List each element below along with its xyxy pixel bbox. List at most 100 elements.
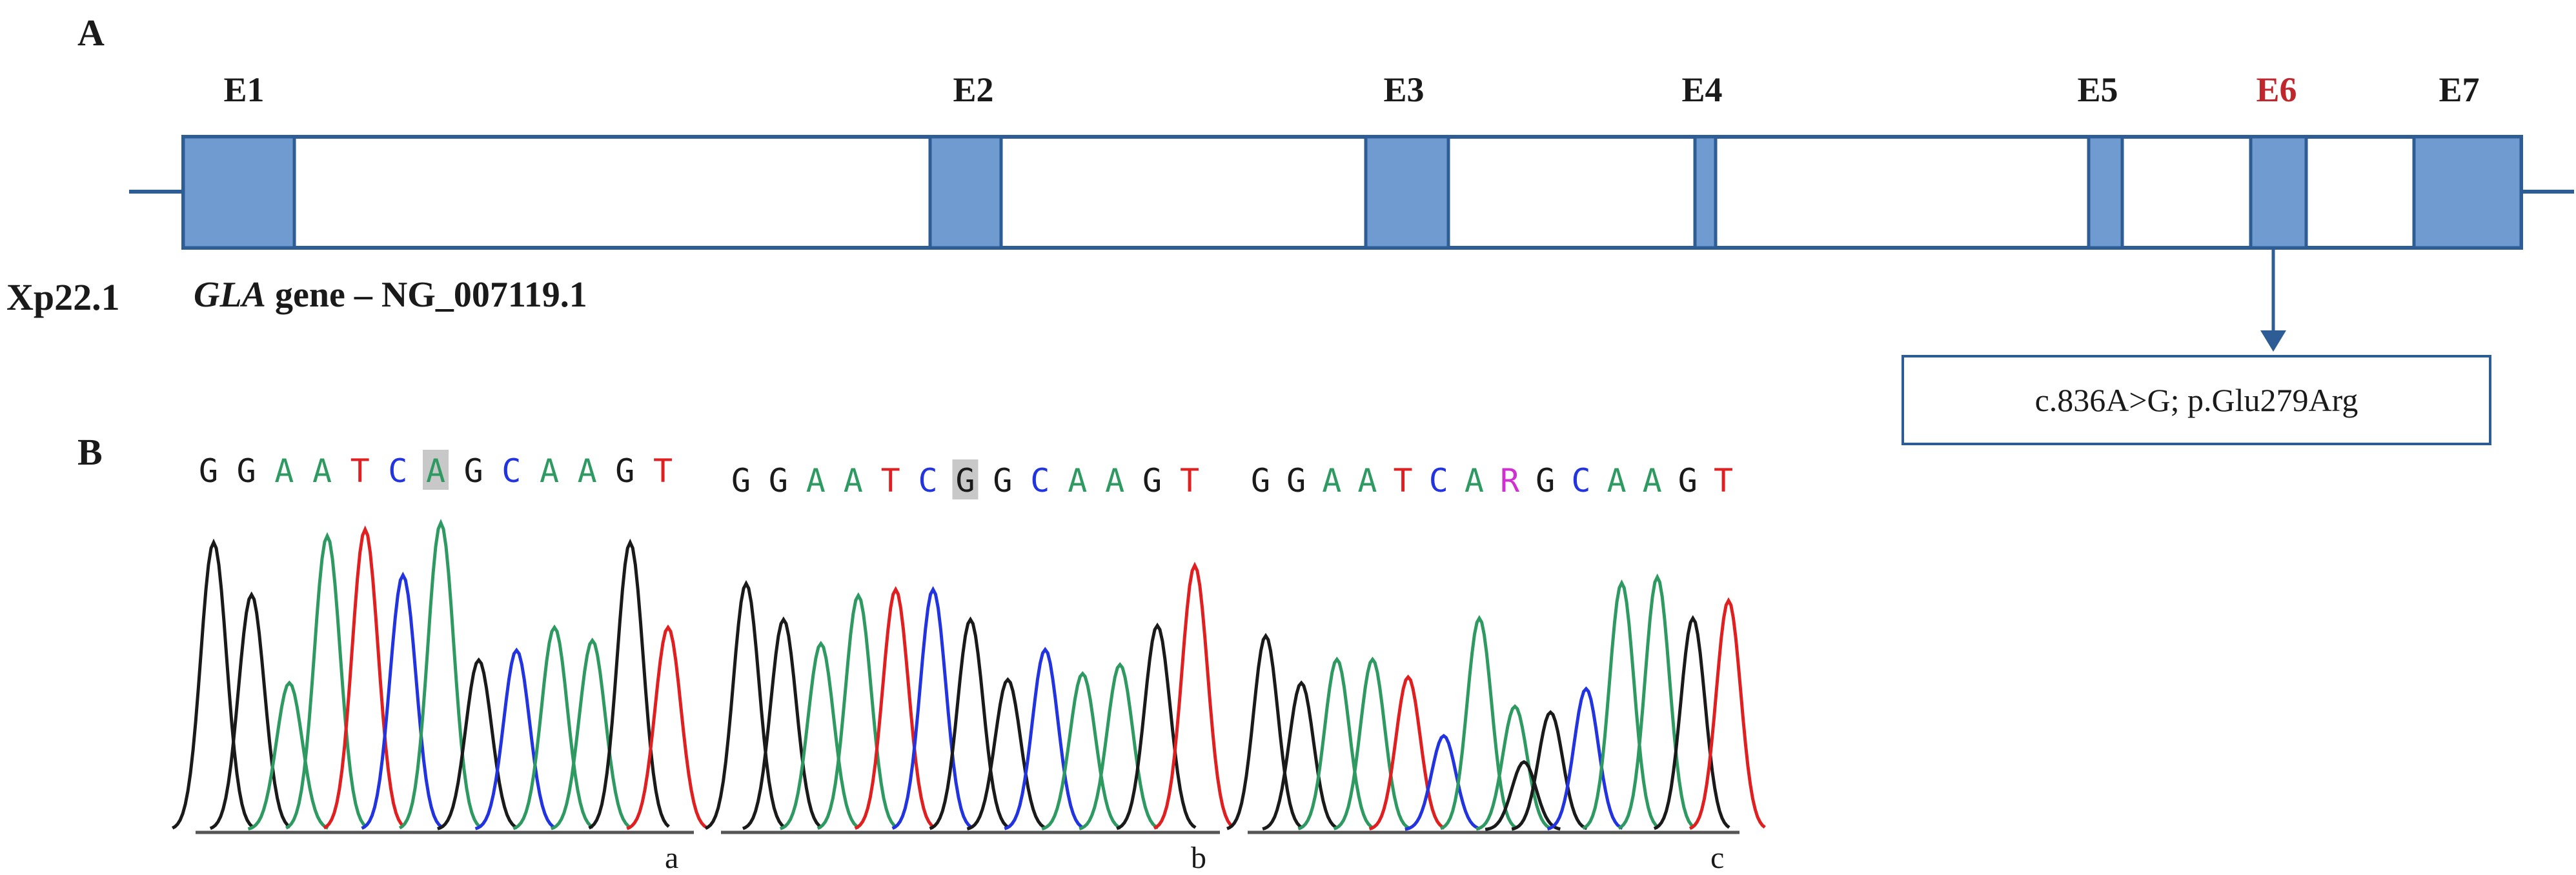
base-letter: G bbox=[1678, 462, 1698, 499]
highlighted-base-box bbox=[952, 459, 979, 499]
base-letter: T bbox=[881, 462, 900, 499]
exon-1 bbox=[181, 135, 296, 250]
trace-peak bbox=[1079, 661, 1159, 830]
trace-peak bbox=[1262, 680, 1339, 831]
trace-peak bbox=[854, 586, 935, 830]
trace-peak bbox=[247, 680, 329, 831]
base-letter: A bbox=[578, 452, 597, 490]
exon-7 bbox=[2412, 135, 2523, 250]
trace-peak bbox=[1405, 734, 1481, 831]
base-letter: T bbox=[350, 452, 370, 490]
base-letter: A bbox=[1357, 462, 1377, 499]
chromatogram-label: a bbox=[665, 841, 678, 875]
trace-peak bbox=[361, 571, 443, 830]
trace-peak bbox=[1041, 670, 1122, 830]
trace-peak bbox=[512, 624, 594, 830]
chromatogram-label: b bbox=[1191, 841, 1206, 875]
base-letter: C bbox=[1571, 462, 1590, 499]
base-letter: T bbox=[1180, 462, 1199, 499]
trace-peak bbox=[550, 638, 632, 830]
trace-peak bbox=[588, 538, 670, 830]
base-letter: A bbox=[312, 452, 332, 490]
trace-peak bbox=[966, 677, 1047, 830]
base-letter: T bbox=[1714, 462, 1733, 499]
trace-peak bbox=[1476, 704, 1552, 831]
exon-label-1: E1 bbox=[223, 70, 264, 109]
trace-peak bbox=[1116, 622, 1197, 830]
mutation-arrow-head bbox=[2260, 330, 2286, 352]
exon-label-4: E4 bbox=[1681, 70, 1722, 109]
trace-peak bbox=[704, 579, 786, 830]
trace-peak bbox=[1547, 686, 1623, 831]
trace-peak bbox=[209, 591, 292, 830]
trace-peak bbox=[1485, 759, 1561, 831]
base-letter: A bbox=[1068, 462, 1087, 499]
base-letter: C bbox=[1030, 462, 1050, 499]
base-letter: A bbox=[806, 462, 826, 499]
base-letter: A bbox=[1322, 462, 1341, 499]
base-letter: G bbox=[464, 452, 483, 490]
base-letter: G bbox=[955, 462, 975, 499]
highlighted-base-box bbox=[423, 450, 449, 490]
locus-label: Xp22.1 bbox=[6, 276, 120, 318]
exon-label-6: E6 bbox=[2256, 70, 2297, 109]
trace-peak bbox=[323, 525, 405, 830]
base-letter: R bbox=[1500, 462, 1520, 499]
trace-peak bbox=[929, 616, 1010, 830]
base-letter: T bbox=[1394, 462, 1413, 499]
base-letter: G bbox=[237, 452, 256, 490]
trace-peak bbox=[437, 657, 518, 830]
chromatogram-c: G G A A T C A R G C A A G Tc bbox=[1226, 462, 1766, 875]
trace-peak bbox=[285, 532, 367, 830]
base-letter: T bbox=[653, 452, 673, 490]
base-letter: A bbox=[1465, 462, 1484, 499]
base-letter: G bbox=[1286, 462, 1306, 499]
base-letter: A bbox=[1607, 462, 1626, 499]
exon-5 bbox=[2087, 135, 2124, 250]
gene-name: GLA bbox=[194, 275, 266, 315]
chromatogram-b: G G A A T C G G C A A G Tb bbox=[704, 459, 1234, 875]
base-letter: G bbox=[731, 462, 751, 499]
base-letter: G bbox=[1142, 462, 1162, 499]
exon-2 bbox=[928, 135, 1003, 250]
trace-peak bbox=[1153, 561, 1234, 830]
trace-peak bbox=[1333, 656, 1410, 830]
trace-peak bbox=[1439, 615, 1517, 830]
base-letter: A bbox=[274, 452, 294, 490]
chromatogram-label: c bbox=[1710, 841, 1724, 875]
exon-3 bbox=[1364, 135, 1450, 250]
gene-accession: gene – NG_007119.1 bbox=[266, 275, 587, 315]
base-letter: A bbox=[1105, 462, 1124, 499]
trace-peak bbox=[779, 641, 860, 830]
gene-title: GLA gene – NG_007119.1 bbox=[194, 275, 587, 315]
base-letter: C bbox=[1429, 462, 1448, 499]
base-letter: C bbox=[388, 452, 407, 490]
base-letter: A bbox=[844, 462, 863, 499]
trace-peak bbox=[891, 586, 973, 830]
panel-label-b: B bbox=[77, 431, 103, 473]
trace-peak bbox=[626, 624, 708, 830]
trace-peak bbox=[474, 647, 556, 830]
base-letter: G bbox=[615, 452, 634, 490]
mutation-box bbox=[1902, 355, 2491, 445]
trace-peak bbox=[171, 538, 254, 830]
gene-diagram: E1 E2 E3 E4 E5 E6 E7 bbox=[129, 70, 2574, 250]
trace-peak bbox=[1653, 615, 1730, 830]
exon-4 bbox=[1693, 135, 1718, 250]
base-letter: A bbox=[540, 452, 559, 490]
trace-peak bbox=[1297, 656, 1374, 830]
mutation-label: c.836A>G; p.Glu279Arg bbox=[2035, 382, 2358, 418]
exon-6 bbox=[2249, 135, 2308, 250]
chromatogram-a: G G A A T C A G C A A G Ta bbox=[171, 450, 708, 875]
exon-label-3: E3 bbox=[1383, 70, 1424, 109]
chromatogram-panels: G G A A T C A G C A A G TaG G A A T C G G C A A G TbG G A A T C A R G C A A… bbox=[171, 450, 1766, 875]
base-letter: C bbox=[918, 462, 938, 499]
trace-peak bbox=[1368, 674, 1446, 830]
base-letter: G bbox=[1251, 462, 1270, 499]
trace-peak bbox=[1511, 710, 1588, 831]
gene-body bbox=[181, 135, 2523, 250]
exon-label-2: E2 bbox=[953, 70, 993, 109]
trace-peak bbox=[398, 519, 481, 830]
trace-peak bbox=[1618, 573, 1695, 830]
